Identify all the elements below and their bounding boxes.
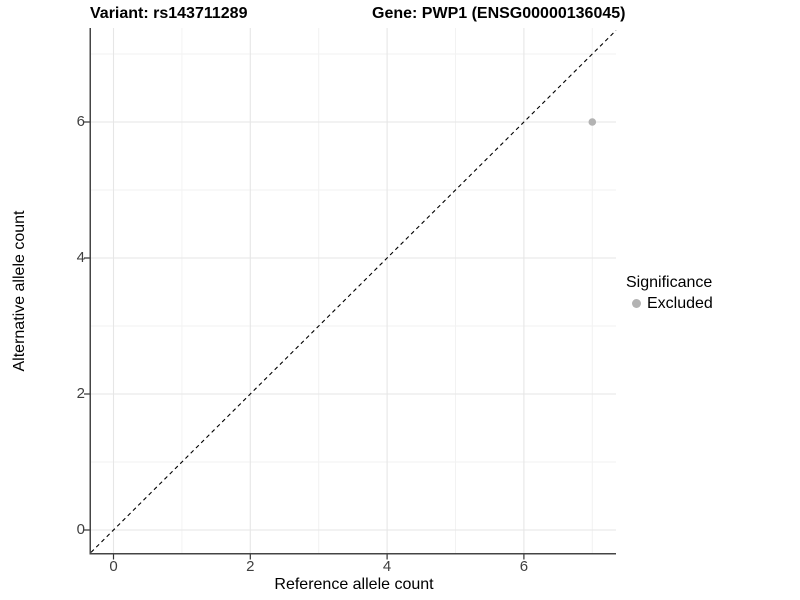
y-tick-label: 0: [76, 521, 85, 538]
x-tick-label: 2: [246, 558, 255, 575]
legend-items: Excluded: [626, 294, 713, 313]
x-tick-label: 6: [519, 558, 529, 575]
legend-key-dot-icon: [632, 299, 641, 308]
y-axis-title: Alternative allele count: [11, 210, 28, 372]
plot-title-gene: Gene: PWP1 (ENSG00000136045): [372, 5, 626, 22]
x-tick-label: 0: [109, 558, 118, 575]
plot-title-variant: Variant: rs143711289: [90, 5, 248, 22]
legend-item-label: Excluded: [647, 294, 713, 312]
x-axis-title: Reference allele count: [274, 576, 434, 593]
y-tick-label: 6: [76, 113, 85, 130]
x-tick-label: 4: [382, 558, 392, 575]
y-tick-label: 4: [76, 249, 85, 266]
y-tick-label: 2: [76, 385, 85, 402]
legend-title: Significance: [626, 274, 713, 291]
identity-dashed-line: [90, 30, 617, 553]
legend: Significance Excluded: [626, 273, 713, 313]
data-point: [588, 118, 597, 126]
legend-item: Excluded: [626, 294, 713, 313]
